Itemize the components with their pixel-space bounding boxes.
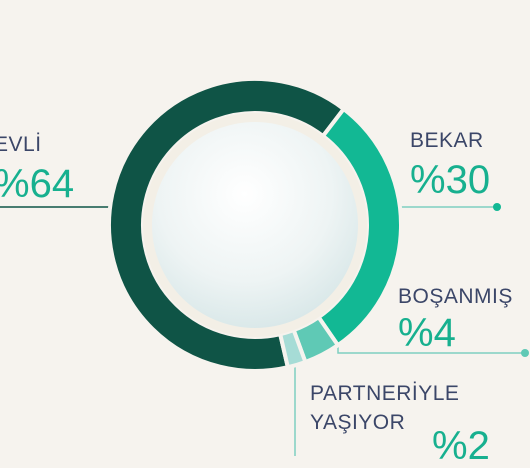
chart [0, 77, 529, 456]
value-label: %4 [398, 311, 456, 355]
inner-circle [152, 122, 358, 328]
category-label: PARTNERİYLE YAŞIYOR [310, 382, 460, 434]
value-label: %2 [432, 424, 490, 468]
leader-dot [521, 349, 529, 357]
category-label: EVLİ [0, 133, 42, 156]
page: (() => { const data = JSON.parse(documen… [0, 77, 529, 466]
leader-dot [493, 203, 501, 211]
value-label: %64 [0, 162, 75, 206]
value-label: %30 [410, 158, 491, 202]
category-label: BEKAR [410, 129, 484, 152]
category-label: BOŞANMIŞ [398, 285, 513, 308]
